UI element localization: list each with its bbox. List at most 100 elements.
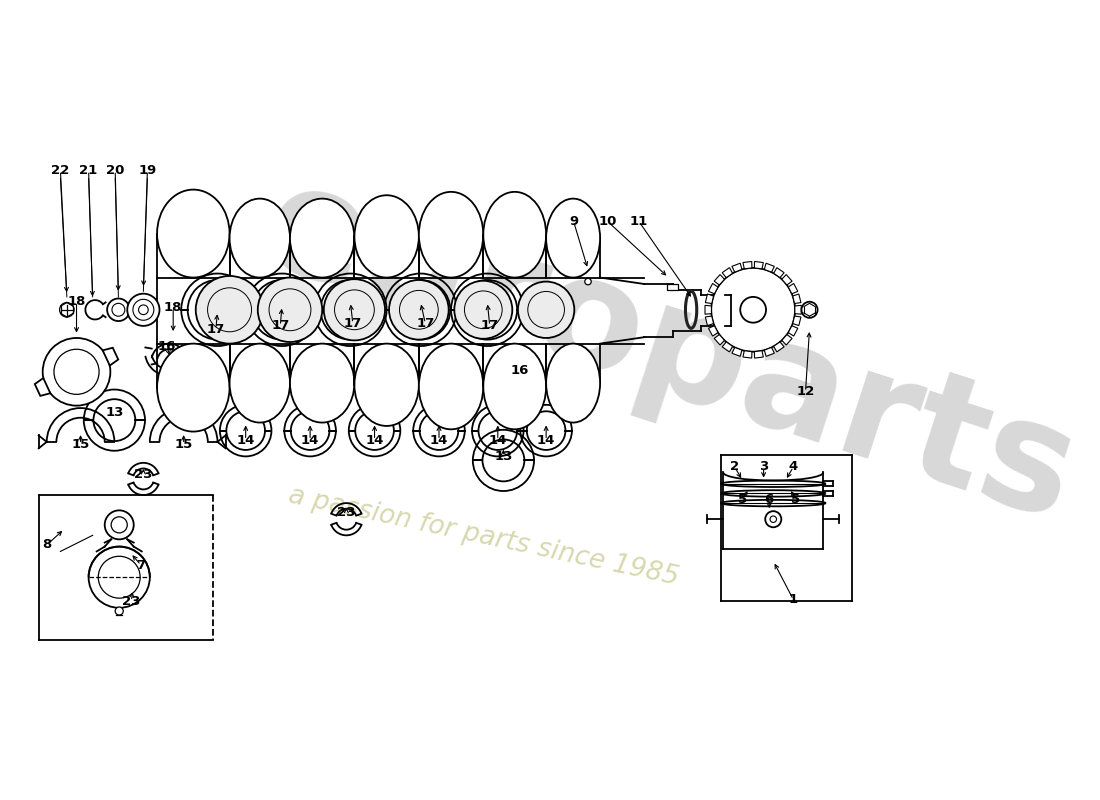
Polygon shape (705, 316, 714, 326)
Circle shape (43, 338, 110, 406)
Circle shape (518, 282, 574, 338)
Ellipse shape (290, 344, 354, 422)
Ellipse shape (157, 190, 230, 278)
Polygon shape (773, 268, 784, 278)
Circle shape (389, 280, 449, 339)
Polygon shape (764, 347, 774, 356)
Polygon shape (742, 350, 752, 358)
Ellipse shape (546, 344, 601, 422)
Circle shape (107, 298, 130, 321)
Polygon shape (789, 283, 797, 294)
Polygon shape (755, 262, 763, 269)
Text: 18: 18 (164, 301, 183, 314)
Text: 23: 23 (134, 468, 153, 481)
Polygon shape (102, 348, 118, 366)
Text: 14: 14 (301, 434, 319, 446)
Circle shape (712, 268, 795, 352)
Circle shape (128, 294, 160, 326)
Text: 5: 5 (791, 493, 801, 506)
Text: 13: 13 (494, 450, 513, 463)
Circle shape (89, 546, 150, 608)
Text: 17: 17 (343, 317, 362, 330)
Text: europarts: europarts (244, 150, 1093, 553)
Circle shape (740, 297, 766, 322)
Ellipse shape (419, 344, 483, 430)
Text: 13: 13 (106, 406, 123, 418)
Circle shape (720, 278, 785, 342)
Text: 20: 20 (106, 164, 124, 177)
Polygon shape (795, 306, 801, 314)
Text: 10: 10 (598, 214, 616, 228)
Circle shape (59, 302, 74, 317)
Text: 5: 5 (738, 493, 747, 506)
Ellipse shape (483, 192, 546, 278)
Text: 21: 21 (79, 164, 98, 177)
Ellipse shape (230, 344, 290, 422)
Circle shape (585, 278, 591, 285)
Text: 11: 11 (629, 214, 648, 228)
Text: 14: 14 (365, 434, 384, 446)
Polygon shape (732, 347, 741, 356)
Text: 14: 14 (236, 434, 255, 446)
Polygon shape (708, 326, 718, 336)
Text: 12: 12 (796, 386, 815, 398)
Polygon shape (793, 294, 801, 303)
Text: 16: 16 (510, 364, 529, 377)
Polygon shape (742, 262, 752, 269)
Ellipse shape (157, 344, 230, 431)
Text: 15: 15 (72, 438, 90, 451)
Text: 3: 3 (759, 460, 768, 474)
Text: 16: 16 (157, 339, 176, 353)
Text: 22: 22 (52, 164, 69, 177)
Circle shape (196, 276, 263, 344)
Polygon shape (714, 334, 725, 345)
Ellipse shape (354, 195, 419, 278)
Text: 19: 19 (139, 164, 156, 177)
Circle shape (104, 510, 134, 539)
Text: 2: 2 (730, 460, 739, 474)
Ellipse shape (419, 192, 483, 278)
Text: 7: 7 (136, 558, 145, 572)
Text: 18: 18 (67, 295, 86, 308)
Polygon shape (705, 306, 712, 314)
Polygon shape (35, 378, 51, 396)
Circle shape (802, 302, 817, 318)
Polygon shape (782, 274, 792, 285)
Text: 17: 17 (481, 319, 499, 332)
Ellipse shape (546, 198, 601, 278)
Text: 23: 23 (122, 595, 141, 608)
Polygon shape (732, 263, 741, 272)
Polygon shape (714, 274, 725, 285)
Ellipse shape (483, 344, 546, 430)
Text: 4: 4 (789, 460, 797, 474)
Polygon shape (723, 268, 733, 278)
Circle shape (323, 279, 385, 340)
Polygon shape (667, 284, 679, 290)
Text: 14: 14 (537, 434, 556, 446)
Circle shape (257, 278, 322, 342)
Text: a passion for parts since 1985: a passion for parts since 1985 (286, 483, 681, 591)
Polygon shape (773, 342, 784, 352)
Text: 15: 15 (175, 438, 192, 451)
Ellipse shape (290, 198, 354, 278)
Text: 17: 17 (207, 322, 226, 336)
Circle shape (116, 607, 123, 615)
Text: 14: 14 (488, 434, 507, 446)
Polygon shape (764, 263, 774, 272)
Circle shape (454, 281, 513, 338)
Text: 17: 17 (272, 319, 289, 332)
Text: 1: 1 (789, 594, 797, 606)
Polygon shape (723, 342, 733, 352)
Circle shape (766, 511, 781, 527)
Ellipse shape (354, 344, 419, 426)
Text: 23: 23 (338, 506, 355, 519)
Text: 17: 17 (416, 317, 434, 330)
Polygon shape (755, 350, 763, 358)
Polygon shape (789, 326, 797, 336)
Polygon shape (793, 316, 801, 326)
Text: 9: 9 (569, 214, 579, 228)
Polygon shape (708, 283, 718, 294)
Ellipse shape (230, 198, 290, 278)
Text: 8: 8 (42, 538, 52, 551)
Text: 6: 6 (764, 493, 774, 506)
